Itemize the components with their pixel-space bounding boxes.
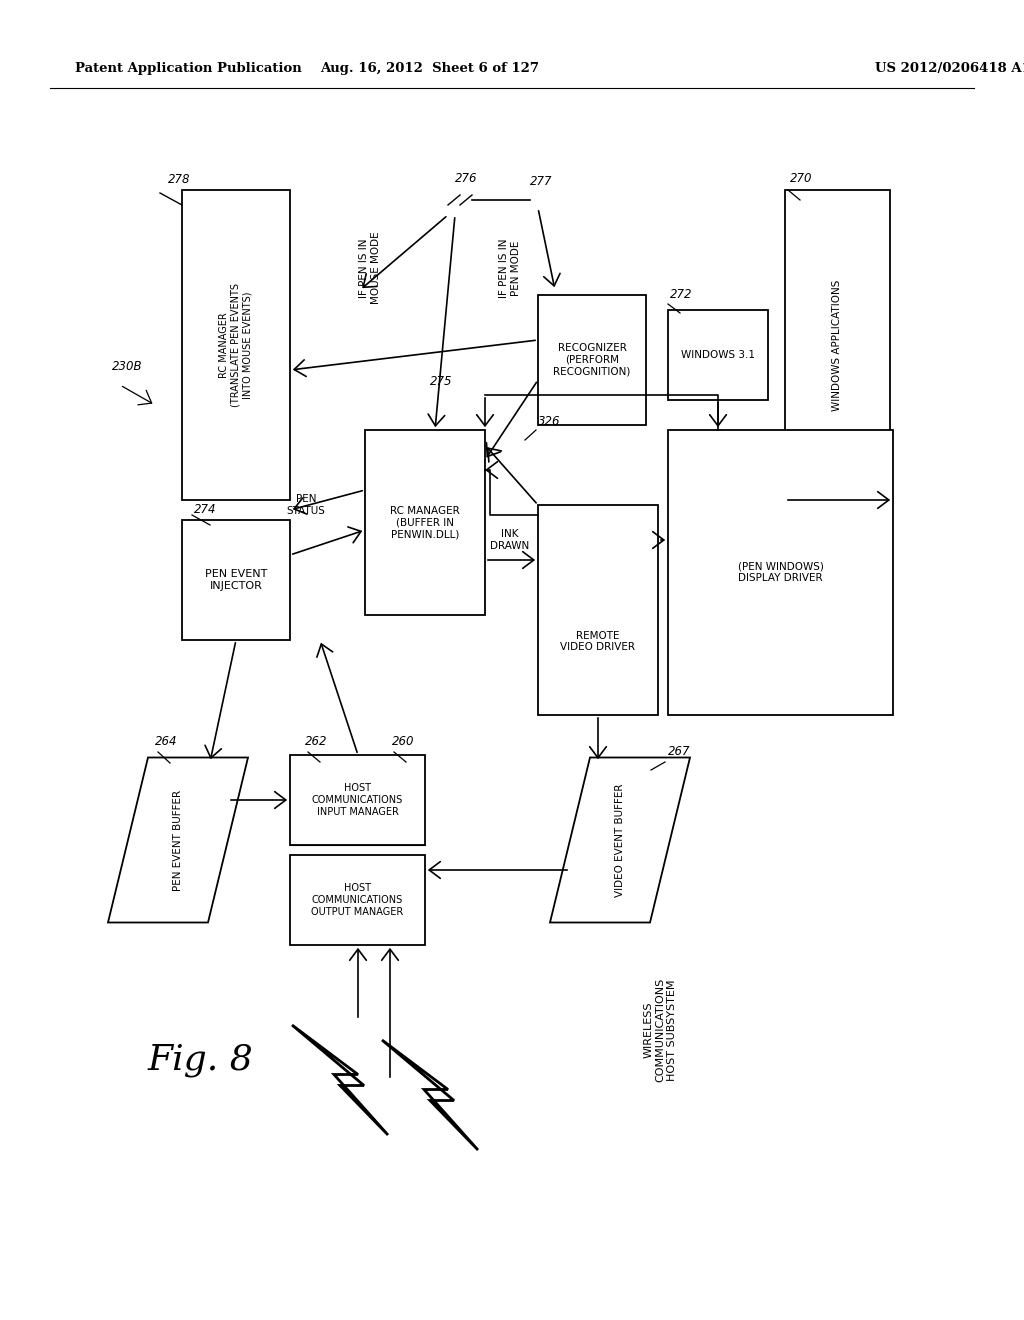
Text: VIDEO EVENT BUFFER: VIDEO EVENT BUFFER [615, 783, 625, 896]
Text: 278: 278 [168, 173, 190, 186]
Bar [290, 855, 425, 945]
Bar [538, 506, 658, 715]
Text: HOST
COMMUNICATIONS
OUTPUT MANAGER: HOST COMMUNICATIONS OUTPUT MANAGER [311, 883, 403, 916]
Text: WINDOWS 3.1: WINDOWS 3.1 [681, 350, 755, 360]
Text: PEN EVENT
INJECTOR: PEN EVENT INJECTOR [205, 569, 267, 591]
Polygon shape [382, 1040, 478, 1150]
Text: Patent Application Publication: Patent Application Publication [75, 62, 302, 75]
Bar [290, 755, 425, 845]
Bar [365, 430, 485, 615]
Text: 276: 276 [455, 172, 477, 185]
Bar [182, 190, 290, 500]
Text: US 2012/0206418 A1: US 2012/0206418 A1 [874, 62, 1024, 75]
Polygon shape [108, 758, 248, 923]
Text: INK
DRAWN: INK DRAWN [490, 529, 529, 550]
Text: PEN EVENT BUFFER: PEN EVENT BUFFER [173, 789, 183, 891]
Text: 277: 277 [530, 176, 553, 187]
Bar [668, 310, 768, 400]
Text: RECOGNIZER
(PERFORM
RECOGNITION): RECOGNIZER (PERFORM RECOGNITION) [553, 343, 631, 376]
Bar [668, 430, 893, 715]
Text: RC MANAGER
(BUFFER IN
PENWIN.DLL): RC MANAGER (BUFFER IN PENWIN.DLL) [390, 506, 460, 539]
Polygon shape [292, 1026, 388, 1135]
Text: RC MANAGER
(TRANSLATE PEN EVENTS
INTO MOUSE EVENTS): RC MANAGER (TRANSLATE PEN EVENTS INTO MO… [219, 282, 253, 407]
Text: 230B: 230B [112, 360, 142, 374]
Text: 272: 272 [670, 288, 692, 301]
Text: 260: 260 [392, 735, 415, 748]
Text: 267: 267 [668, 744, 690, 758]
Text: WIRELESS
COMMUNICATIONS
HOST SUBSYSTEM: WIRELESS COMMUNICATIONS HOST SUBSYSTEM [643, 978, 677, 1082]
Text: HOST
COMMUNICATIONS
INPUT MANAGER: HOST COMMUNICATIONS INPUT MANAGER [312, 783, 403, 817]
Text: (PEN WINDOWS)
DISPLAY DRIVER: (PEN WINDOWS) DISPLAY DRIVER [737, 562, 823, 583]
Text: Fig. 8: Fig. 8 [148, 1043, 254, 1077]
Text: IF PEN IS IN
PEN MODE: IF PEN IS IN PEN MODE [500, 238, 521, 298]
Text: WINDOWS APPLICATIONS: WINDOWS APPLICATIONS [833, 280, 843, 411]
Text: IF PEN IS IN
MOUSE MODE: IF PEN IS IN MOUSE MODE [359, 232, 381, 305]
Text: 275: 275 [430, 375, 453, 388]
Text: REMOTE
VIDEO DRIVER: REMOTE VIDEO DRIVER [560, 631, 636, 652]
Text: 274: 274 [194, 503, 216, 516]
Bar [538, 294, 646, 425]
Text: 262: 262 [305, 735, 328, 748]
Bar [785, 190, 890, 500]
Text: PEN
STATUS: PEN STATUS [287, 494, 326, 516]
Text: 270: 270 [790, 172, 812, 185]
Bar [182, 520, 290, 640]
Text: Aug. 16, 2012  Sheet 6 of 127: Aug. 16, 2012 Sheet 6 of 127 [321, 62, 540, 75]
Text: 326: 326 [538, 414, 560, 428]
Polygon shape [550, 758, 690, 923]
Text: 264: 264 [155, 735, 177, 748]
